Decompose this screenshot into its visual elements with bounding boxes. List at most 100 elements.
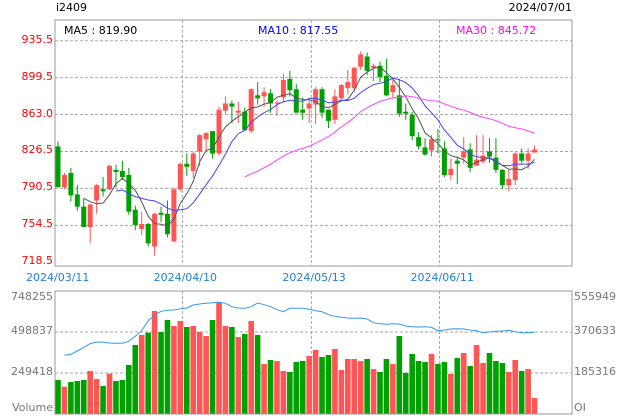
volume-bar [460, 352, 467, 414]
candle-up [107, 165, 113, 190]
candle-up [222, 103, 228, 111]
candle-up [358, 54, 364, 67]
volume-bar [241, 333, 248, 414]
candle-up [152, 213, 158, 247]
candle-down [119, 170, 125, 178]
volume-bar [364, 358, 370, 414]
candle-up [94, 185, 100, 201]
volume-bar [287, 372, 293, 414]
date-label: 2024/07/01 [508, 1, 572, 14]
volume-bar [190, 325, 197, 414]
candle-down [113, 169, 119, 172]
volume-bar [351, 358, 358, 414]
date-tick-label: 2024/03/11 [26, 271, 90, 284]
volume-bar [293, 361, 300, 414]
volume-bar [254, 334, 261, 414]
candle-down [422, 147, 428, 155]
candle-down [184, 163, 190, 167]
candle-up [351, 67, 357, 89]
volume-bar [531, 398, 538, 414]
volume-bar [409, 354, 415, 414]
candle-down [132, 209, 138, 226]
candle-down [68, 172, 74, 196]
volume-bar [518, 370, 525, 414]
candle-up [61, 174, 67, 188]
candle-down [486, 151, 492, 157]
candle-up [87, 204, 93, 228]
candle-down [229, 103, 235, 107]
price-tick-label: 899.5 [21, 69, 54, 83]
volume-bar [100, 385, 106, 414]
volume-bar [151, 310, 158, 414]
volume-bar [55, 379, 61, 414]
candle-up [190, 153, 196, 171]
candle-down [467, 149, 473, 168]
volume-bar [467, 366, 473, 414]
candle-down [81, 206, 87, 228]
ma5-label: MA5 : 819.90 [64, 24, 138, 37]
volume-bar [138, 334, 145, 414]
candle-down [242, 111, 248, 131]
volume-bar [441, 361, 448, 414]
volume-tick-label: 498837 [11, 324, 53, 337]
candle-down [403, 111, 409, 114]
volume-bar [61, 386, 68, 414]
candle-up [461, 151, 467, 158]
volume-bar [261, 363, 267, 414]
volume-bar [402, 373, 409, 414]
ma10-label: MA10 : 817.55 [258, 24, 339, 37]
candle-down [396, 95, 402, 114]
volume-axis-label: Volume [12, 401, 53, 414]
date-tick-label: 2024/05/13 [282, 271, 346, 284]
candle-down [435, 139, 441, 141]
volume-bar [229, 326, 235, 414]
volume-bar [126, 364, 132, 414]
volume-bar [106, 373, 113, 414]
volume-bar [338, 369, 345, 414]
volume-bar [473, 344, 480, 414]
candle-down [74, 194, 80, 207]
candle-down [210, 131, 216, 154]
volume-bar [312, 349, 319, 414]
candle-down [268, 93, 274, 104]
volume-bar [171, 325, 177, 414]
volume-bar [235, 336, 242, 414]
volume-bar [325, 354, 332, 414]
volume-bar [87, 370, 93, 414]
candle-up [429, 139, 435, 151]
volume-bar [319, 356, 325, 414]
candle-down [319, 89, 325, 113]
candle-up [280, 80, 286, 98]
ma30-line [244, 95, 535, 178]
volume-bar [332, 348, 338, 414]
volume-bar [216, 301, 222, 414]
volume-bar [480, 362, 486, 414]
volume-bar [145, 332, 151, 414]
volume-bar [274, 360, 280, 414]
candle-down [100, 189, 106, 192]
candle-down [454, 160, 460, 164]
volume-bar [113, 380, 119, 414]
candle-down [499, 169, 505, 186]
oi-tick-label: 185316 [574, 365, 616, 378]
volume-bar [512, 360, 519, 414]
ma10-line [115, 77, 535, 212]
candle-up [235, 110, 241, 113]
candle-up [171, 189, 177, 242]
oi-tick-label: 555949 [574, 290, 616, 303]
volume-bar [68, 381, 74, 414]
candle-down [383, 75, 389, 96]
volume-bar [267, 360, 274, 414]
volume-bar [345, 358, 351, 414]
volume-bar [383, 358, 390, 414]
candle-up [216, 109, 222, 154]
candle-up [525, 153, 531, 161]
volume-bar [132, 344, 139, 414]
volume-bar [164, 319, 171, 414]
volume-bar [525, 368, 531, 414]
candle-up [177, 163, 183, 190]
candle-up [371, 65, 377, 68]
volume-bar [119, 379, 126, 414]
volume-tick-label: 748255 [11, 290, 53, 303]
